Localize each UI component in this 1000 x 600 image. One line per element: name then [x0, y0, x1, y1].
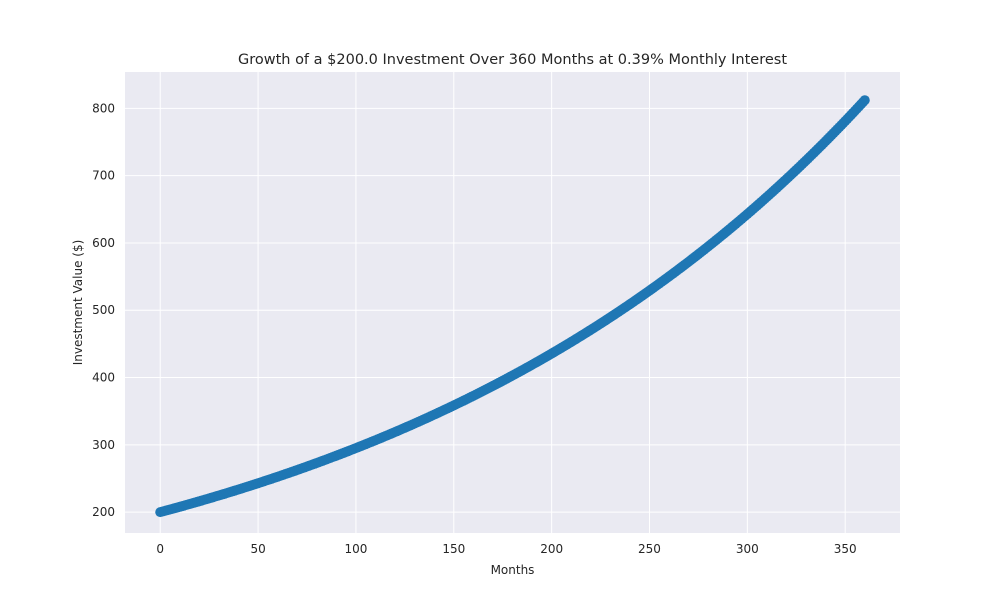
x-tick-label: 150: [442, 542, 465, 556]
x-tick-label: 250: [638, 542, 661, 556]
y-tick-label: 800: [92, 101, 115, 115]
y-tick-label: 500: [92, 303, 115, 317]
y-axis-label: Investment Value ($): [71, 240, 85, 366]
x-tick-label: 300: [736, 542, 759, 556]
x-tick-label: 350: [834, 542, 857, 556]
y-tick-label: 400: [92, 371, 115, 385]
x-axis-label: Months: [491, 563, 535, 577]
plot-area: [125, 72, 900, 533]
data-points: [155, 95, 870, 518]
x-tick-label: 200: [540, 542, 563, 556]
x-tick-label: 50: [250, 542, 265, 556]
y-tick-label: 600: [92, 236, 115, 250]
data-point: [859, 95, 870, 106]
x-tick-labels: 0 50 100 150 200 250 300 350: [156, 542, 856, 556]
x-tick-label: 100: [344, 542, 367, 556]
y-tick-label: 700: [92, 169, 115, 183]
y-tick-label: 300: [92, 438, 115, 452]
chart-title: Growth of a $200.0 Investment Over 360 M…: [238, 52, 787, 68]
x-tick-label: 0: [156, 542, 164, 556]
y-tick-labels: 200 300 400 500 600 700 800: [92, 101, 115, 519]
y-tick-label: 200: [92, 505, 115, 519]
